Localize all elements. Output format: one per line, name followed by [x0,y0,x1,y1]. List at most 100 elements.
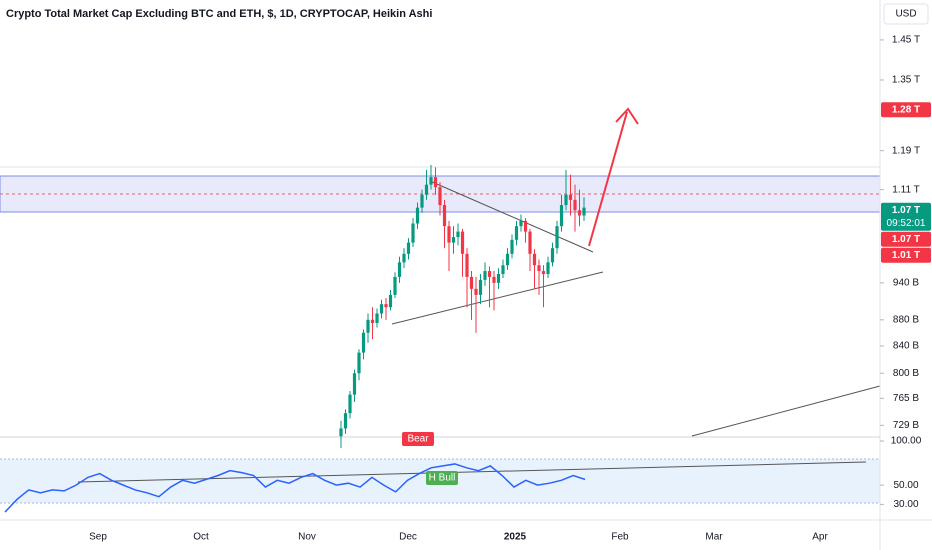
price-tag-label: 1.28 T [892,104,920,115]
arrow-head [615,107,639,125]
candle-body [519,220,523,227]
candle-body [492,276,496,283]
y-tick-label: 30.00 [893,499,918,510]
candle-body [465,253,469,277]
candle-body [460,231,465,254]
x-label: Apr [812,532,828,543]
chart-title: Crypto Total Market Cap Excluding BTC an… [6,8,432,20]
candle-body [375,313,379,324]
y-tick-label: 1.11 T [892,184,919,195]
candle-body [510,239,514,254]
trend-line [429,180,594,253]
candle-body [564,194,568,206]
candle-body [483,271,487,280]
candle-body [397,262,402,277]
candle-body [442,205,447,227]
candle-body [388,294,393,308]
y-tick-label: 50.00 [893,480,918,491]
candle-body [384,304,388,308]
candle-body [433,177,438,188]
y-tick-label: 940 B [893,277,919,288]
candle-body [523,220,528,232]
candle-body [370,319,375,324]
candle-body [424,184,429,195]
y-tick-label: 729 B [893,420,919,431]
candle-body [429,177,433,185]
candle-body [438,187,442,206]
price-tag [881,231,931,247]
candle-body [582,207,586,216]
candle-body [474,288,478,295]
trend-line [691,385,881,437]
arrow [588,111,628,247]
y-tick-label: 800 B [893,368,919,379]
y-tick-label: 1.35 T [892,75,920,86]
annotation-box [402,432,434,446]
annotation-box [426,471,458,485]
candle-body [573,199,577,211]
candle-body [456,231,460,238]
y-tick-label: 880 B [893,314,919,325]
candle-body [546,262,550,274]
annotation: H Bull [429,473,456,484]
candle-body [339,428,343,437]
candle-body [402,253,406,263]
candle-body [451,237,456,243]
candle-body [415,207,420,224]
candle-body [528,231,532,254]
candle-body [366,319,370,333]
x-label: Nov [298,532,316,543]
candle-body [496,273,501,283]
y-tick-label: 765 B [893,393,919,404]
candle-body [555,226,559,249]
rsi-line [4,463,586,513]
candle-body [469,276,474,289]
candle-body [505,253,510,266]
candle-body [577,210,582,216]
price-tag [881,247,931,263]
price-tag-label: 1.01 T [892,250,920,261]
candle-body [406,242,411,254]
candle-body [447,226,451,243]
candle-body [357,352,361,374]
x-label: Feb [611,532,629,543]
candle-body [420,194,424,208]
candle-body [411,223,415,243]
candle-body [348,394,352,414]
candle-body [532,253,537,266]
candle-body [361,332,366,353]
price-tag [881,202,931,231]
price-tag-label: 1.07 T [892,205,920,216]
price-tag-label: 1.07 T [892,234,920,245]
currency[interactable]: USD [895,9,916,20]
candle-body [478,279,483,295]
y-tick-label: 840 B [893,341,919,352]
currency-button[interactable] [883,3,929,25]
candle-body [501,265,505,274]
y-tick-label: 1.45 T [892,35,920,46]
candle-body [393,276,397,295]
trend-line [391,271,604,325]
candle-body [541,271,546,274]
y-tick-label: 1.19 T [892,145,920,156]
candle-body [379,304,384,314]
x-label: Sep [89,532,107,543]
x-label: Oct [193,532,209,543]
candle-body [514,226,519,240]
annotation: Bear [407,434,429,445]
candle-body [487,271,492,277]
candle-body [343,413,348,429]
x-label: Dec [399,532,417,543]
countdown: 09:52:01 [887,218,926,229]
candle-body [568,194,573,200]
x-label: 2025 [504,532,527,543]
y-tick-label: 100.00 [891,436,922,447]
price-tag [881,102,931,118]
x-label: Mar [705,532,723,543]
candle-body [352,373,357,395]
candle-body [550,248,555,263]
candle-body [537,265,541,272]
candle-body [559,205,564,227]
